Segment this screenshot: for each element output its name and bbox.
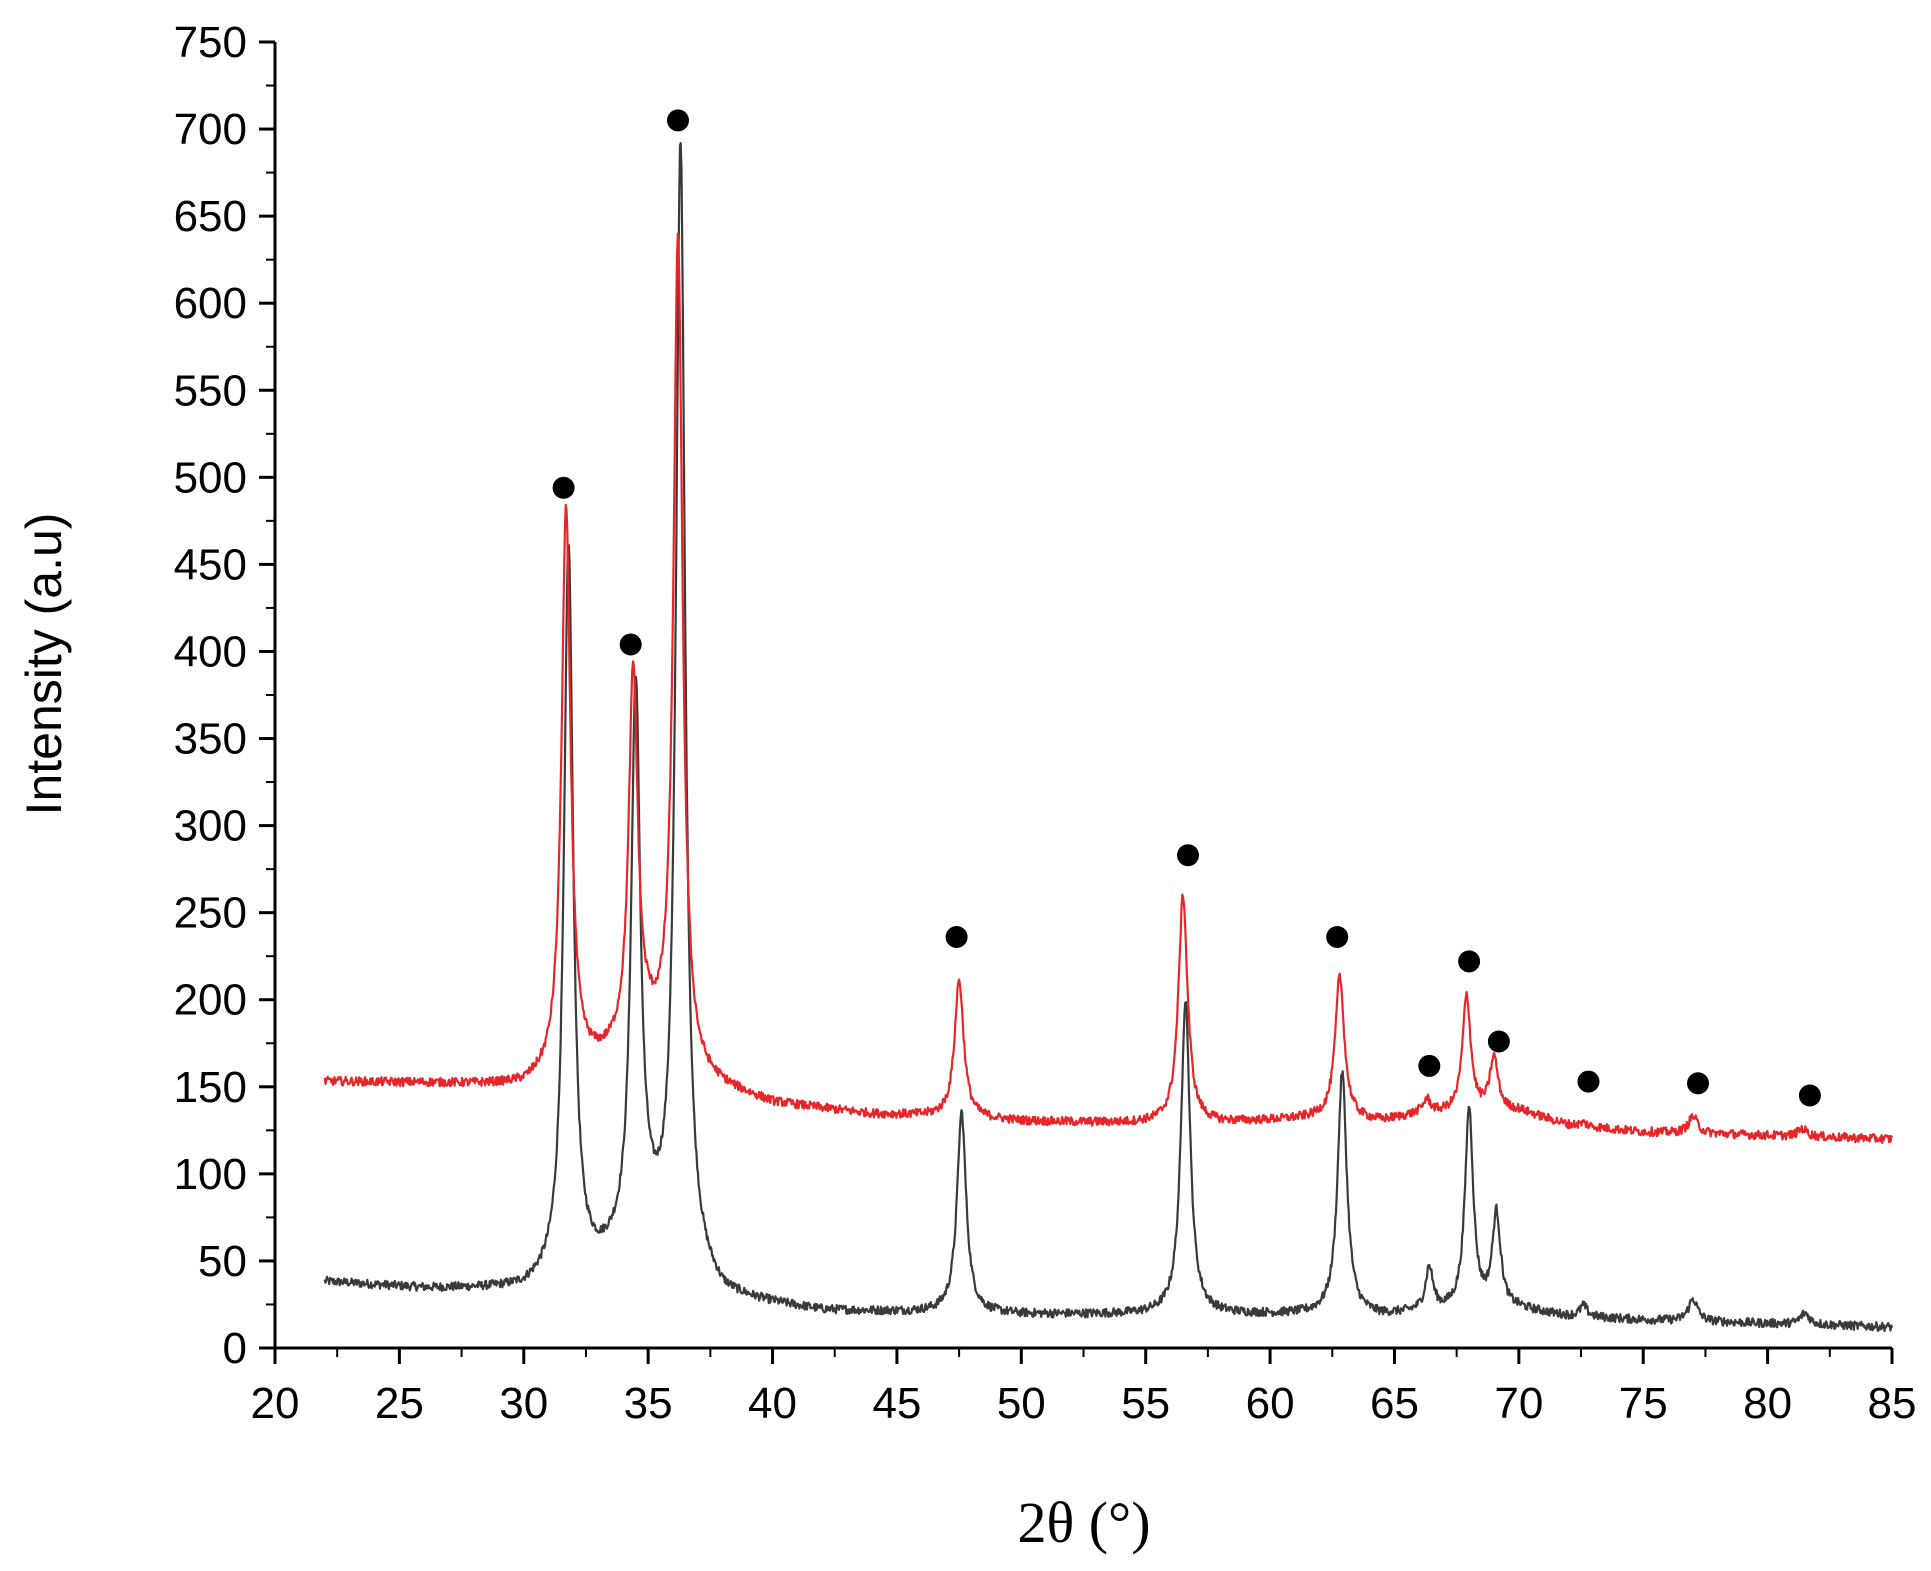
series-line-1 [323, 142, 1894, 1333]
y-tick-label: 350 [174, 715, 247, 764]
series-line-2 [323, 232, 1894, 1144]
x-tick-label: 45 [872, 1379, 921, 1428]
y-tick-label: 200 [174, 976, 247, 1025]
peak-marker [945, 926, 968, 948]
peak-marker [1458, 950, 1481, 973]
y-tick-label: 600 [174, 279, 247, 328]
peak-marker [1177, 844, 1199, 867]
y-tick-label: 650 [174, 192, 247, 241]
peak-marker [1326, 926, 1349, 948]
peak-marker [667, 109, 689, 132]
peak-marker [1687, 1072, 1709, 1095]
series-layer [323, 142, 1894, 1333]
peak-marker [1577, 1070, 1600, 1093]
peak-marker [1487, 1030, 1510, 1053]
x-tick-label: 85 [1868, 1379, 1917, 1428]
x-tick-label: 80 [1743, 1379, 1792, 1428]
x-tick-label: 50 [997, 1379, 1046, 1428]
y-tick-label: 450 [174, 540, 247, 589]
x-tick-label: 65 [1370, 1379, 1419, 1428]
marker-layer [552, 109, 1821, 1107]
y-tick-label: 300 [174, 802, 247, 851]
y-tick-label: 150 [174, 1063, 247, 1112]
y-tick-label: 500 [174, 453, 247, 502]
x-tick-label: 20 [251, 1379, 300, 1428]
peak-marker [1798, 1084, 1821, 1107]
x-axis-title: 2θ (°) [1017, 1490, 1150, 1555]
peak-marker [552, 476, 575, 499]
x-tick-label: 60 [1246, 1379, 1295, 1428]
x-tick-label: 30 [499, 1379, 548, 1428]
x-tick-label: 55 [1121, 1379, 1170, 1428]
y-tick-label: 0 [223, 1324, 247, 1373]
y-tick-label: 750 [174, 18, 247, 67]
axes-layer: 0 50 100 150 200 250 300 350 400 450 500 550 600 650 7… [174, 18, 1917, 1428]
y-tick-label: 550 [174, 366, 247, 415]
x-tick-label: 70 [1494, 1379, 1543, 1428]
x-tick-label: 35 [624, 1379, 673, 1428]
y-tick-label: 400 [174, 627, 247, 676]
peak-marker [619, 633, 642, 656]
x-tick-label: 75 [1619, 1379, 1668, 1428]
y-tick-label: 100 [174, 1150, 247, 1199]
y-tick-label: 700 [174, 105, 247, 154]
x-tick-label: 40 [748, 1379, 797, 1428]
y-tick-label: 50 [198, 1237, 247, 1286]
y-axis-title: Intensity (a.u) [16, 513, 72, 816]
x-tick-label: 25 [375, 1379, 424, 1428]
peak-marker [1418, 1054, 1441, 1077]
y-tick-label: 250 [174, 889, 247, 938]
